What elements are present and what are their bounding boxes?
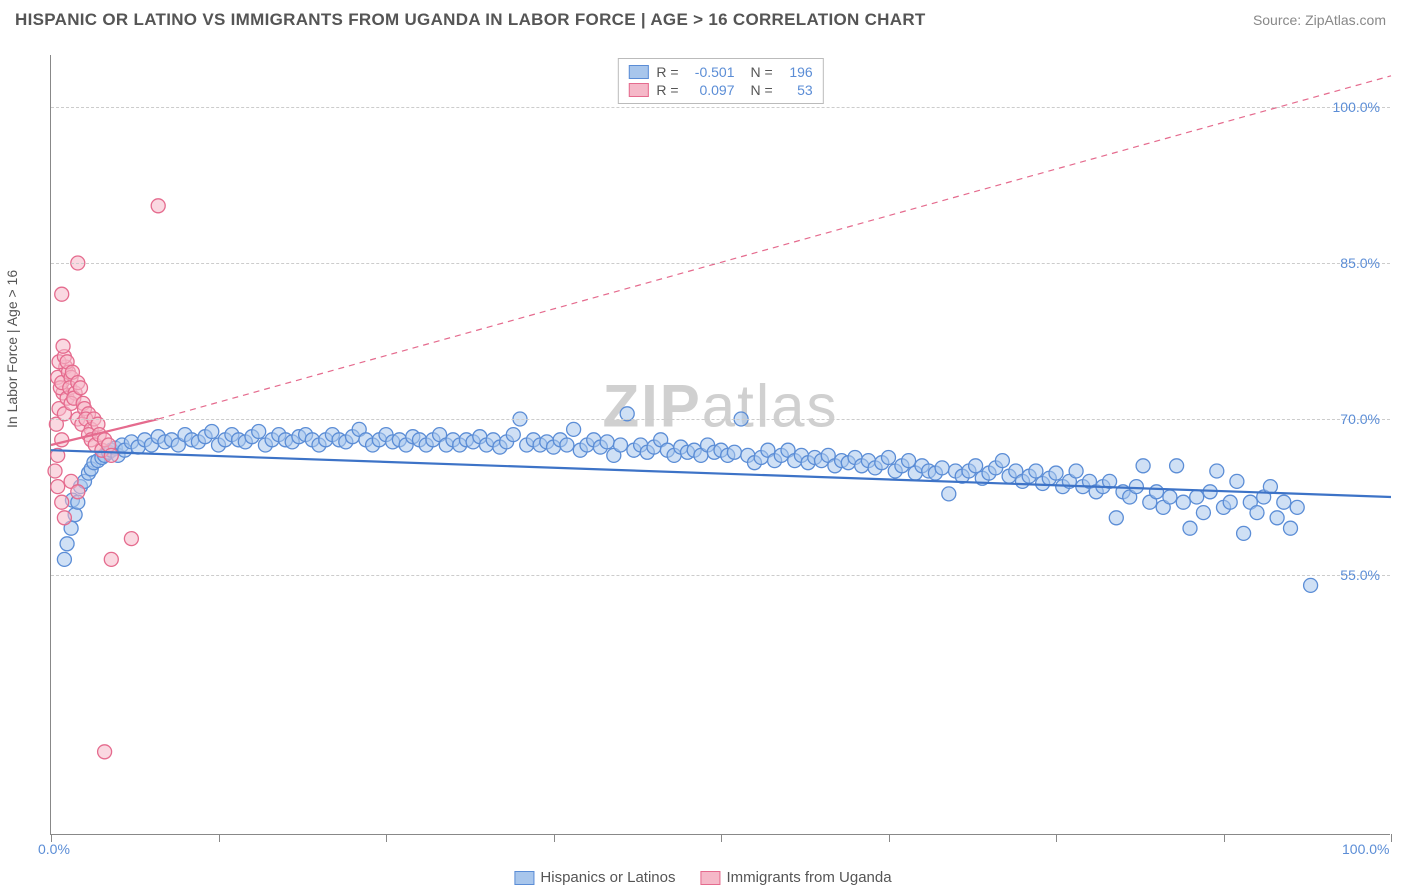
series-legend: Hispanics or Latinos Immigrants from Uga…	[514, 869, 891, 886]
legend-label-1: Hispanics or Latinos	[540, 869, 675, 886]
legend-label-2: Immigrants from Uganda	[727, 869, 892, 886]
chart-title: HISPANIC OR LATINO VS IMMIGRANTS FROM UG…	[15, 10, 926, 30]
correlation-legend: R = -0.501 N = 196 R = 0.097 N = 53	[617, 58, 823, 104]
n-value-2: 53	[781, 82, 813, 98]
scatter-plot	[51, 55, 1390, 834]
chart-area: ZIPatlas R = -0.501 N = 196 R = 0.097 N …	[50, 55, 1390, 835]
y-axis-label: In Labor Force | Age > 16	[4, 270, 20, 428]
legend-row-series-1: R = -0.501 N = 196	[628, 63, 812, 81]
legend-item-2: Immigrants from Uganda	[701, 869, 892, 886]
swatch-icon	[628, 83, 648, 97]
source-label: Source: ZipAtlas.com	[1253, 12, 1386, 28]
swatch-icon	[701, 871, 721, 885]
swatch-icon	[628, 65, 648, 79]
legend-row-series-2: R = 0.097 N = 53	[628, 81, 812, 99]
y-tick-label: 100.0%	[1333, 99, 1380, 115]
r-value-2: 0.097	[687, 82, 735, 98]
x-min-label: 0.0%	[38, 841, 70, 857]
n-value-1: 196	[781, 64, 813, 80]
x-max-label: 100.0%	[1342, 841, 1389, 857]
y-tick-label: 55.0%	[1340, 567, 1380, 583]
y-tick-label: 85.0%	[1340, 255, 1380, 271]
legend-item-1: Hispanics or Latinos	[514, 869, 675, 886]
r-value-1: -0.501	[687, 64, 735, 80]
y-tick-label: 70.0%	[1340, 411, 1380, 427]
swatch-icon	[514, 871, 534, 885]
